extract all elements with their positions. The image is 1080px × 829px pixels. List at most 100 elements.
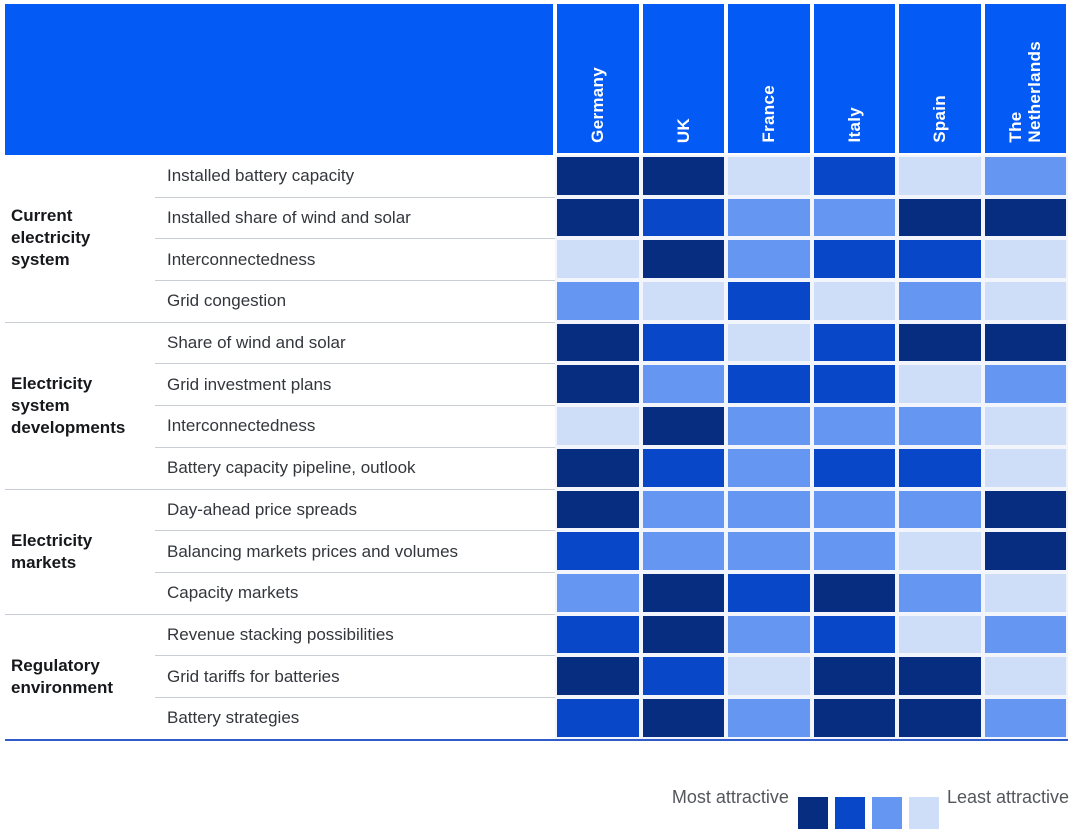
heatmap-cell xyxy=(897,405,983,447)
row-group-label: Electricity system developments xyxy=(5,321,155,489)
heatmap-cell xyxy=(982,280,1068,322)
heatmap-cell xyxy=(811,613,897,656)
row-label: Grid investment plans xyxy=(155,363,555,406)
heatmap-cell xyxy=(555,571,641,614)
column-header-label: Spain xyxy=(930,95,950,143)
heatmap-cell xyxy=(897,488,983,531)
heatmap-cell xyxy=(982,696,1068,739)
row-label: Grid congestion xyxy=(155,280,555,322)
heatmap-cell xyxy=(897,655,983,697)
heatmap-cell xyxy=(726,363,812,406)
heatmap-cell xyxy=(555,613,641,656)
legend-swatch-level-2 xyxy=(834,797,865,829)
heatmap-cell xyxy=(555,696,641,739)
row-label: Installed share of wind and solar xyxy=(155,196,555,239)
heatmap-cell xyxy=(726,571,812,614)
heatmap-cell xyxy=(811,155,897,197)
heatmap-cell xyxy=(982,488,1068,531)
heatmap-cell xyxy=(811,655,897,697)
heatmap-cell xyxy=(640,571,726,614)
column-header-netherlands: The Netherlands xyxy=(982,4,1068,155)
row-label: Battery strategies xyxy=(155,696,555,739)
heatmap-cell xyxy=(726,321,812,364)
legend-swatch-level-4 xyxy=(908,797,939,829)
row-label: Grid tariffs for batteries xyxy=(155,655,555,697)
legend-swatches xyxy=(797,797,939,829)
heatmap-cell xyxy=(555,446,641,489)
heatmap-cell xyxy=(811,363,897,406)
column-header-label: Italy xyxy=(844,107,864,143)
heatmap-cell xyxy=(982,613,1068,656)
heatmap-cell xyxy=(726,238,812,281)
heatmap-cell xyxy=(640,280,726,322)
heatmap-cell xyxy=(555,530,641,572)
row-label: Installed battery capacity xyxy=(155,155,555,197)
heatmap-cell xyxy=(982,571,1068,614)
heatmap-cell xyxy=(555,280,641,322)
heatmap-cell xyxy=(640,446,726,489)
row-label: Battery capacity pipeline, outlook xyxy=(155,446,555,489)
heatmap-cell xyxy=(982,405,1068,447)
heatmap-cell xyxy=(982,238,1068,281)
heatmap-cell xyxy=(640,488,726,531)
heatmap-cell xyxy=(811,280,897,322)
heatmap-cell xyxy=(555,655,641,697)
heatmap-cell xyxy=(555,405,641,447)
row-label: Share of wind and solar xyxy=(155,321,555,364)
heatmap-cell xyxy=(897,613,983,656)
heatmap-cell xyxy=(726,405,812,447)
heatmap-cell xyxy=(811,696,897,739)
heatmap-cell xyxy=(897,446,983,489)
heatmap-cell xyxy=(726,280,812,322)
heatmap-cell xyxy=(726,196,812,239)
header-corner-block xyxy=(5,4,553,155)
row-group-label: Electricity markets xyxy=(5,488,155,614)
heatmap-cell xyxy=(726,488,812,531)
row-label: Interconnectedness xyxy=(155,405,555,447)
color-legend: Most attractive Least attractive xyxy=(672,787,1069,829)
row-label: Revenue stacking possibilities xyxy=(155,613,555,656)
heatmap-cell xyxy=(982,363,1068,406)
heatmap-cell xyxy=(811,238,897,281)
heatmap-cell xyxy=(811,446,897,489)
column-header-france: France xyxy=(726,4,812,155)
column-header-label: Germany xyxy=(588,67,608,143)
row-group-label: Regulatory environment xyxy=(5,613,155,739)
heatmap-cell xyxy=(897,530,983,572)
heatmap-cell xyxy=(555,238,641,281)
heatmap-cell xyxy=(811,196,897,239)
heatmap-cell xyxy=(811,488,897,531)
heatmap-cell xyxy=(897,696,983,739)
heatmap-cell xyxy=(897,321,983,364)
heatmap-cell xyxy=(982,530,1068,572)
attractiveness-heatmap: Germany UK France Italy Spain The Nether… xyxy=(5,4,1068,741)
heatmap-cell xyxy=(640,696,726,739)
heatmap-cell xyxy=(726,530,812,572)
row-label: Capacity markets xyxy=(155,571,555,614)
heatmap-cell xyxy=(640,530,726,572)
heatmap-cell xyxy=(811,571,897,614)
column-header-spain: Spain xyxy=(897,4,983,155)
column-header-label: France xyxy=(759,85,779,143)
heatmap-cell xyxy=(640,196,726,239)
heatmap-cell xyxy=(811,405,897,447)
heatmap-cell xyxy=(897,155,983,197)
heatmap-cell xyxy=(982,446,1068,489)
legend-least-attractive-label: Least attractive xyxy=(946,787,1069,807)
heatmap-cell xyxy=(726,613,812,656)
heatmap-cell xyxy=(897,571,983,614)
heatmap-cell xyxy=(640,405,726,447)
heatmap-cell xyxy=(640,655,726,697)
row-label: Balancing markets prices and volumes xyxy=(155,530,555,572)
heatmap-cell xyxy=(640,613,726,656)
heatmap-cell xyxy=(640,155,726,197)
heatmap-cell xyxy=(726,446,812,489)
heatmap-cell xyxy=(555,196,641,239)
row-group-label: Current electricity system xyxy=(5,155,155,322)
heatmap-cell xyxy=(555,363,641,406)
heatmap-cell xyxy=(555,321,641,364)
column-header-uk: UK xyxy=(640,4,726,155)
heatmap-cell xyxy=(897,238,983,281)
column-header-label: UK xyxy=(673,117,693,143)
heatmap-cell xyxy=(640,238,726,281)
